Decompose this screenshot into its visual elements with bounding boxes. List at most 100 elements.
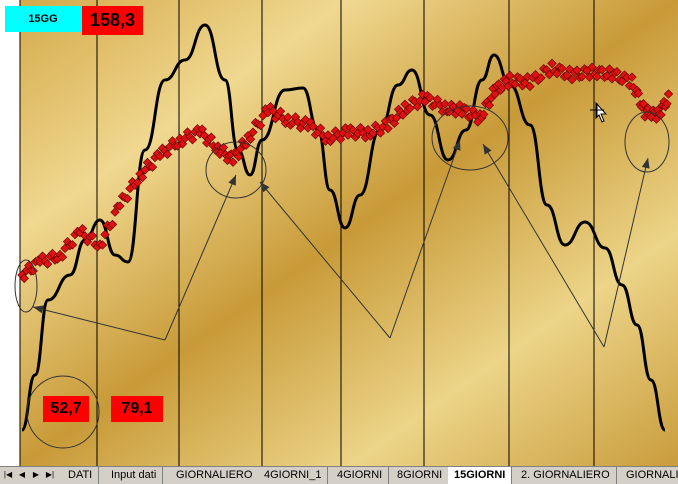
price-marker [405, 103, 415, 113]
price-marker [638, 99, 649, 109]
highlight-circles [14, 105, 670, 449]
tab-input-dati[interactable]: Input dati [105, 467, 164, 484]
tab-4giorni-1[interactable]: 4GIORNI_1 [258, 467, 329, 484]
price-marker [633, 88, 644, 99]
arrowhead [228, 175, 236, 186]
price-marker [100, 229, 110, 240]
price-marker [368, 128, 378, 139]
price-marker [557, 63, 567, 74]
tab-giornalie[interactable]: GIORNALIE [620, 467, 678, 484]
prev-sheet-icon[interactable]: ◀ [18, 470, 26, 479]
highlight-circle [431, 105, 509, 171]
period-badge: 15GG [5, 6, 81, 32]
price-marker [122, 194, 133, 204]
top-value-readout: 158,3 [82, 6, 143, 35]
price-marker [87, 231, 98, 241]
price-marker [248, 127, 258, 137]
highlight-circle [624, 111, 670, 173]
price-marker [245, 134, 256, 144]
price-marker [233, 152, 244, 162]
price-marker [340, 123, 351, 133]
highlight-circle [26, 375, 100, 449]
price-marker [57, 252, 68, 262]
annotation-arrow [164, 174, 237, 341]
price-marker [275, 106, 286, 116]
first-sheet-icon[interactable]: |◀ [3, 470, 13, 479]
oscillator-curve [20, 23, 667, 432]
chart-area [14, 0, 678, 466]
price-marker [132, 177, 143, 188]
value-readout-b: 79,1 [111, 396, 163, 422]
cursor-icon [590, 101, 608, 123]
arrowhead [33, 305, 44, 314]
price-marker [115, 201, 125, 211]
price-marker [255, 120, 266, 131]
price-markers [17, 58, 674, 284]
price-marker [107, 219, 118, 230]
price-marker [137, 172, 148, 183]
highlight-circle [14, 259, 38, 313]
price-marker [567, 75, 577, 85]
tab-giornaliero[interactable]: GIORNALIERO [170, 467, 260, 484]
price-marker [490, 89, 500, 99]
tab-8giorni[interactable]: 8GIORNI [391, 467, 450, 484]
price-marker [97, 240, 108, 250]
price-marker [268, 106, 278, 116]
price-marker [383, 123, 393, 134]
price-marker [547, 58, 557, 69]
annotation-arrows [32, 139, 650, 348]
tab-15giorni[interactable]: 15GIORNI [448, 467, 513, 484]
price-marker [552, 69, 562, 79]
price-marker [592, 72, 602, 82]
price-marker [155, 151, 165, 162]
price-marker [515, 73, 525, 83]
price-marker [283, 112, 293, 122]
value-readout-a: 52,7 [43, 396, 89, 422]
price-marker [479, 109, 489, 120]
tab-4giorni[interactable]: 4GIORNI [331, 467, 390, 484]
price-marker [536, 73, 546, 83]
price-marker [604, 64, 615, 74]
sheet-tab-bar: |◀ ◀ ▶ ▶| DATI Input dati GIORNALIERO 4G… [0, 466, 678, 484]
price-marker [597, 64, 607, 75]
price-marker [19, 273, 29, 284]
arrowhead [641, 158, 650, 169]
price-marker [206, 132, 216, 142]
price-marker [662, 99, 672, 109]
price-marker [343, 130, 353, 140]
tab-dati[interactable]: DATI [62, 467, 100, 484]
price-marker [425, 92, 435, 103]
price-marker [572, 65, 582, 75]
price-marker [525, 81, 535, 92]
price-marker [162, 149, 173, 160]
price-marker [577, 72, 587, 82]
price-marker [42, 259, 53, 269]
highlight-circle [205, 141, 267, 199]
price-marker [510, 79, 520, 89]
price-marker [440, 99, 450, 109]
price-marker [77, 223, 88, 234]
price-marker [187, 135, 198, 145]
annotation-arrow [389, 139, 461, 339]
arrowhead [483, 144, 492, 155]
price-marker [612, 67, 622, 77]
annotation-arrow [259, 181, 391, 339]
next-sheet-icon[interactable]: ▶ [32, 470, 40, 479]
price-marker [505, 70, 515, 81]
price-marker [328, 133, 338, 144]
price-marker [147, 162, 158, 172]
price-marker [398, 110, 408, 120]
price-marker [315, 123, 326, 133]
price-marker [228, 157, 238, 167]
price-marker [663, 89, 674, 99]
price-marker [627, 72, 637, 82]
annotation-arrow [32, 306, 166, 341]
last-sheet-icon[interactable]: ▶| [45, 470, 55, 479]
price-marker [67, 240, 78, 250]
price-marker [308, 121, 318, 132]
price-marker [47, 248, 58, 259]
annotation-arrow [603, 157, 649, 348]
price-marker [391, 113, 402, 123]
tab-2-giornaliero[interactable]: 2. GIORNALIERO [515, 467, 617, 484]
annotation-arrow [482, 143, 605, 348]
